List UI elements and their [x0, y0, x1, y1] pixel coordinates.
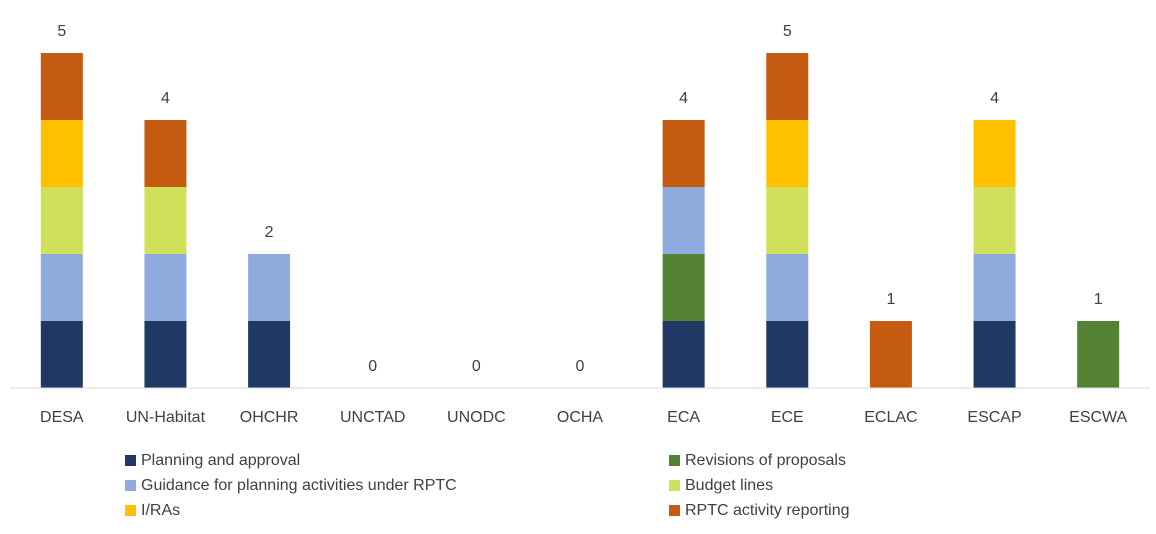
legend-label: Planning and approval — [141, 452, 300, 469]
bar-segment — [973, 120, 1016, 187]
bar-segment — [662, 187, 705, 254]
bar-segment — [40, 53, 83, 120]
bar-segment — [973, 321, 1016, 388]
x-tick-label: ESCAP — [967, 409, 1021, 426]
total-label: 4 — [161, 90, 170, 107]
x-tick-label: UNCTAD — [340, 409, 405, 426]
total-label: 0 — [472, 358, 481, 375]
x-tick-label: UN-Habitat — [126, 409, 206, 426]
bar-segment — [662, 120, 705, 187]
total-label: 4 — [679, 90, 688, 107]
bar-segment — [662, 321, 705, 388]
total-label: 1 — [1094, 291, 1103, 308]
x-tick-label: ECLAC — [864, 409, 917, 426]
legend-label: Guidance for planning activities under R… — [141, 477, 457, 494]
bar-segment — [144, 120, 187, 187]
x-tick-label: UNODC — [447, 409, 506, 426]
total-label: 4 — [990, 90, 999, 107]
bar-segment — [869, 321, 912, 388]
legend-label: RPTC activity reporting — [685, 502, 850, 519]
legend-label: Budget lines — [685, 477, 773, 494]
bar-segment — [40, 187, 83, 254]
bar-segment — [248, 254, 291, 321]
x-tick-label: ESCWA — [1069, 409, 1127, 426]
x-tick-label: OHCHR — [240, 409, 299, 426]
bar-segment — [766, 321, 809, 388]
bar-segment — [144, 321, 187, 388]
bar-segment — [144, 254, 187, 321]
x-tick-label: ECA — [667, 409, 700, 426]
bar-segment — [248, 321, 291, 388]
x-tick-label: ECE — [771, 409, 804, 426]
bar-segment — [766, 187, 809, 254]
bar-segment — [973, 187, 1016, 254]
bar-segment — [40, 120, 83, 187]
bar-segment — [973, 254, 1016, 321]
legend-swatch — [125, 455, 136, 466]
legend-label: Revisions of proposals — [685, 452, 846, 469]
total-label: 2 — [265, 224, 274, 241]
bar-segment — [766, 254, 809, 321]
bar-segment — [766, 120, 809, 187]
legend-swatch — [669, 480, 680, 491]
bar-segment — [40, 321, 83, 388]
bar-segment — [40, 254, 83, 321]
total-label: 0 — [368, 358, 377, 375]
total-label: 5 — [783, 23, 792, 40]
total-label: 5 — [57, 23, 66, 40]
bar-segment — [1077, 321, 1120, 388]
legend-swatch — [125, 505, 136, 516]
legend-swatch — [669, 505, 680, 516]
bar-segment — [144, 187, 187, 254]
legend-swatch — [125, 480, 136, 491]
x-tick-label: DESA — [40, 409, 84, 426]
x-tick-label: OCHA — [557, 409, 604, 426]
total-label: 0 — [576, 358, 585, 375]
legend-swatch — [669, 455, 680, 466]
total-label: 1 — [886, 291, 895, 308]
legend-label: I/RAs — [141, 502, 180, 519]
bar-segment — [662, 254, 705, 321]
bar-segment — [766, 53, 809, 120]
